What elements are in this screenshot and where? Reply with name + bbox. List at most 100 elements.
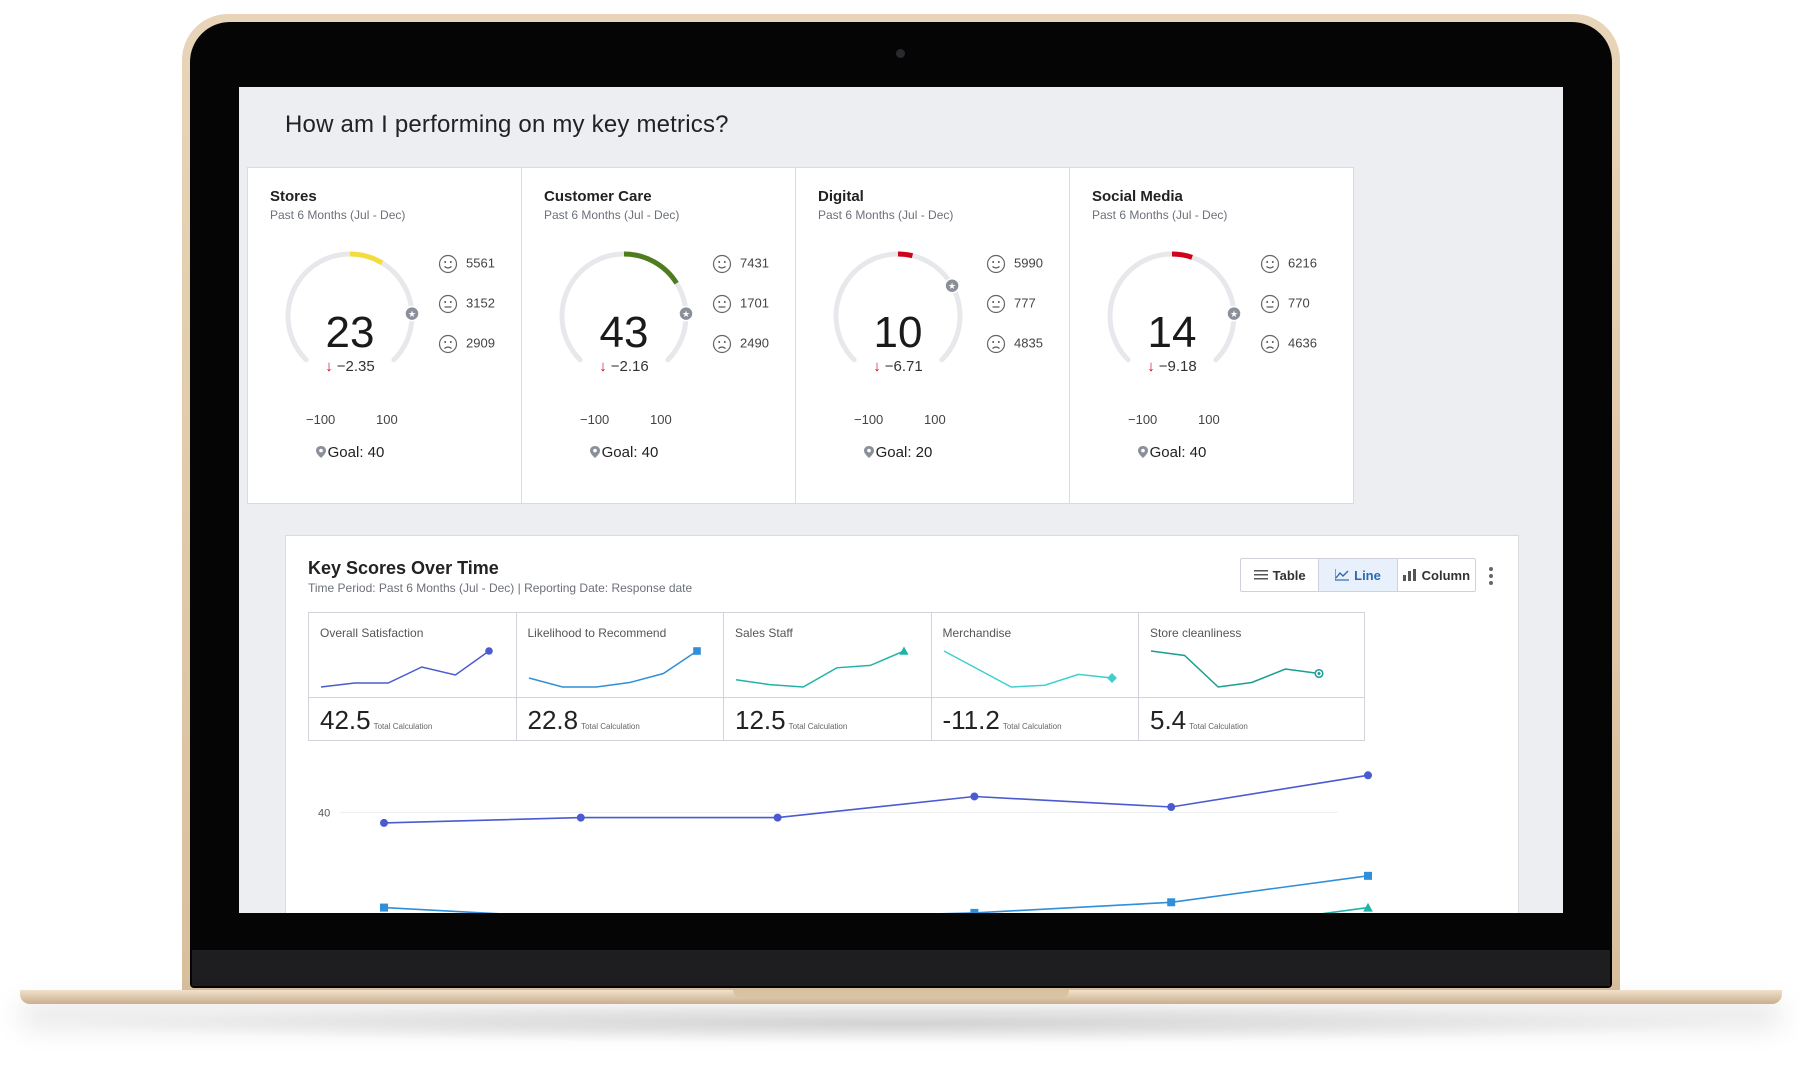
gauge-min-label: −100 — [854, 412, 884, 427]
svg-text:★: ★ — [408, 310, 416, 320]
happy-count: 6216 — [1260, 254, 1317, 274]
sparkline-total-value: 42.5 — [320, 705, 371, 735]
metric-card-customer-care[interactable]: Customer Care Past 6 Months (Jul - Dec) … — [521, 167, 806, 504]
metric-delta-value: −6.71 — [884, 358, 923, 375]
metric-card-stores[interactable]: Stores Past 6 Months (Jul - Dec) ★ 23 ↓ −… — [247, 167, 532, 504]
metric-score: 14 — [1147, 308, 1197, 357]
sad-face-icon — [986, 334, 1006, 354]
sparkline-total: 12.5 Total Calculation — [735, 705, 847, 736]
metric-delta-value: −2.16 — [610, 358, 649, 375]
divider — [724, 697, 949, 698]
sparkline-total-value: 5.4 — [1150, 705, 1187, 735]
sparkline-total: 22.8 Total Calculation — [528, 705, 640, 736]
gauge-max-label: 100 — [1198, 412, 1220, 427]
sparkline-path — [943, 650, 1112, 688]
view-table-button[interactable]: Table — [1241, 559, 1320, 591]
neutral-count-value: 1701 — [740, 295, 769, 311]
sparkline-total: 5.4 Total Calculation — [1150, 705, 1248, 736]
arrow-down-icon: ↓ — [599, 358, 607, 375]
sparkline — [943, 650, 1117, 688]
sparkline-end-marker — [485, 647, 493, 655]
sparkline-card-store-cleanliness[interactable]: Store cleanliness 5.4 Total Calculation — [1138, 612, 1365, 741]
metric-subtitle: Past 6 Months (Jul - Dec) — [818, 208, 954, 222]
gauge-min-label: −100 — [1128, 412, 1158, 427]
sparkline-card-merchandise[interactable]: Merchandise -11.2 Total Calculation — [930, 612, 1158, 741]
metric-goal: Goal: 40 — [522, 444, 726, 461]
divider — [931, 697, 1157, 698]
series-line-likelihood-to-recommend — [383, 875, 1369, 913]
sparkline-total-value: -11.2 — [942, 705, 1000, 735]
sad-face-icon — [438, 334, 458, 354]
sad-face-icon — [1260, 334, 1280, 354]
data-point — [380, 818, 388, 827]
gauge-fill — [623, 251, 679, 285]
sad-count-value: 4835 — [1014, 335, 1043, 351]
metric-delta: ↓ −9.18 — [1092, 358, 1252, 375]
sparkline-card-likelihood-to-recommend[interactable]: Likelihood to Recommend 22.8 Total Calcul… — [515, 612, 743, 741]
sparkline-card-sales-staff[interactable]: Sales Staff 12.5 Total Calculation — [723, 612, 950, 741]
sparkline — [735, 646, 909, 688]
neutral-count: 770 — [1260, 294, 1310, 314]
happy-count-value: 5561 — [466, 255, 495, 271]
arrow-down-icon: ↓ — [873, 358, 881, 375]
happy-count: 5561 — [438, 254, 495, 274]
metric-goal-label: Goal: 40 — [601, 444, 659, 461]
laptop-chin — [192, 950, 1610, 986]
gauge-min-label: −100 — [580, 412, 610, 427]
metric-delta: ↓ −2.35 — [270, 358, 430, 375]
metric-card-social-media[interactable]: Social Media Past 6 Months (Jul - Dec) ★… — [1069, 167, 1354, 504]
gauge-fill — [897, 251, 914, 259]
sparkline-calc-label: Total Calculation — [1189, 722, 1248, 731]
metric-goal: Goal: 20 — [796, 444, 1000, 461]
metric-title: Stores — [270, 188, 317, 205]
metric-card-digital[interactable]: Digital Past 6 Months (Jul - Dec) ★ 10 ↓… — [795, 167, 1080, 504]
sparkline-card-overall-satisfaction[interactable]: Overall Satisfaction 42.5 Total Calculati… — [308, 612, 535, 741]
data-point — [1167, 898, 1176, 907]
data-point — [1167, 803, 1176, 812]
view-toggle: Table Line Column — [1240, 558, 1476, 592]
sparkline-calc-label: Total Calculation — [581, 722, 640, 731]
view-column-label: Column — [1421, 567, 1471, 583]
metric-title: Digital — [818, 188, 864, 205]
view-table-label: Table — [1272, 567, 1306, 583]
data-point — [1364, 871, 1372, 880]
sad-count-value: 4636 — [1288, 335, 1317, 351]
laptop-notch — [733, 990, 1069, 998]
view-column-button[interactable]: Column — [1398, 559, 1475, 591]
sad-count: 4835 — [986, 334, 1043, 354]
neutral-count-value: 770 — [1288, 295, 1310, 311]
sparkline-label: Overall Satisfaction — [320, 626, 424, 640]
sparkline-label: Sales Staff — [735, 626, 793, 640]
arrow-down-icon: ↓ — [325, 358, 333, 375]
table-icon — [1253, 570, 1268, 580]
key-scores-line-chart: 2040 — [318, 771, 1373, 913]
neutral-count: 1701 — [712, 294, 769, 314]
gauge-max-label: 100 — [650, 412, 672, 427]
view-line-button[interactable]: Line — [1319, 559, 1398, 591]
sparkline-end-marker — [1106, 673, 1117, 683]
happy-face-icon — [986, 254, 1006, 274]
score-gauge: ★ — [285, 251, 420, 363]
sad-face-icon — [712, 334, 732, 354]
sad-count: 4636 — [1260, 334, 1317, 354]
sparkline-total: -11.2 Total Calculation — [943, 705, 1062, 736]
location-pin-icon — [315, 446, 326, 458]
kebab-menu-icon[interactable] — [1488, 566, 1494, 586]
sparkline-end-marker — [1314, 668, 1324, 679]
data-point — [970, 792, 979, 801]
view-line-label: Line — [1354, 567, 1381, 583]
sparkline-label: Merchandise — [942, 626, 1012, 640]
dashboard-screen: How am I performing on my key metrics? S… — [239, 87, 1563, 913]
sparkline-total-value: 12.5 — [735, 705, 786, 735]
metric-title: Social Media — [1092, 188, 1183, 205]
data-point — [773, 813, 782, 822]
metric-delta: ↓ −6.71 — [818, 358, 978, 375]
neutral-count-value: 777 — [1014, 295, 1036, 311]
metric-goal-label: Goal: 20 — [875, 444, 933, 461]
goal-marker-icon: ★ — [1226, 305, 1242, 322]
location-pin-icon — [1137, 446, 1148, 458]
panel-subtitle: Time Period: Past 6 Months (Jul - Dec) |… — [308, 581, 693, 595]
column-chart-icon — [1402, 569, 1416, 581]
panel-title: Key Scores Over Time — [308, 558, 499, 578]
happy-count-value: 6216 — [1288, 255, 1317, 271]
